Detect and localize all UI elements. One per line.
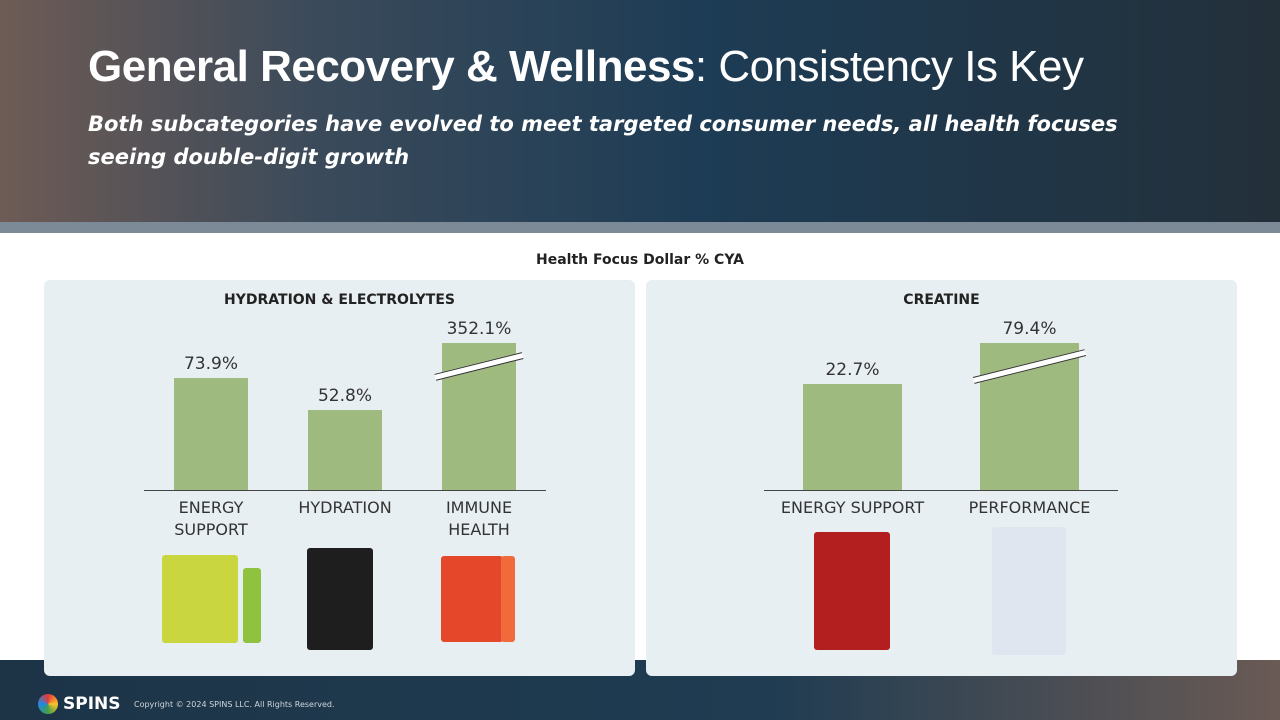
product-image — [441, 556, 503, 642]
section-title: Health Focus Dollar % CYA — [536, 252, 744, 268]
x-tick-label: IMMUNE HEALTH — [445, 498, 513, 539]
product-image — [307, 548, 373, 650]
slide-title: General Recovery & Wellness: Consistency… — [88, 42, 1084, 92]
header-band — [0, 222, 1280, 233]
value-label: 52.8% — [317, 385, 372, 406]
value-label: 79.4% — [1002, 319, 1057, 339]
product-image — [162, 555, 238, 643]
bar — [174, 378, 248, 490]
panel — [646, 280, 1237, 676]
copyright: Copyright © 2024 SPINS LLC. All Rights R… — [134, 700, 335, 709]
header-bg — [0, 0, 1280, 222]
title-bold: General Recovery & Wellness — [88, 42, 695, 91]
logo-icon — [38, 694, 58, 714]
product-image — [814, 532, 890, 650]
value-label: 352.1% — [446, 319, 512, 339]
product-image — [992, 527, 1066, 655]
x-tick-label: HYDRATION — [298, 498, 392, 517]
x-tick-label: ENERGY SUPPORT — [780, 498, 925, 517]
chart-title: HYDRATION & ELECTROLYTES — [224, 292, 455, 308]
x-tick-label: PERFORMANCE — [968, 498, 1091, 517]
x-axis — [764, 490, 1118, 491]
product-image — [501, 556, 515, 642]
product-image — [243, 568, 261, 643]
title-rest: : Consistency Is Key — [694, 42, 1084, 91]
subtitle: Both subcategories have evolved to meet … — [88, 112, 1118, 169]
value-label: 22.7% — [825, 360, 880, 381]
x-axis — [144, 490, 546, 491]
bar — [802, 384, 903, 490]
bar — [308, 409, 382, 490]
x-tick-label: ENERGY SUPPORT — [174, 498, 248, 539]
brand: SPINS — [63, 694, 121, 714]
value-label: 73.9% — [183, 354, 238, 374]
chart-title: CREATINE — [903, 292, 980, 308]
